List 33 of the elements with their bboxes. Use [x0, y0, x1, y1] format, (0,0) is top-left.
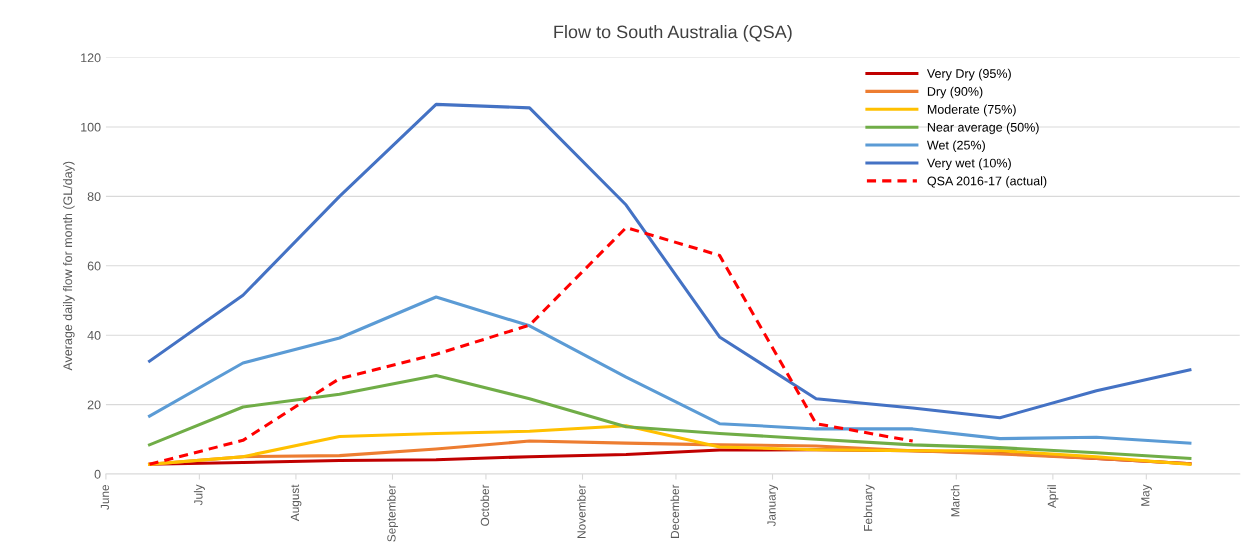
y-tick-label: 120 [81, 53, 101, 63]
line-series [147, 373, 1192, 460]
y-tick-label: 0 [94, 469, 101, 479]
legend-label: Moderate (75%) [927, 104, 1016, 117]
line-series [147, 295, 1192, 445]
legend-label: Very Dry (95%) [926, 68, 1011, 81]
x-tick-label: August [290, 484, 302, 522]
y-tick-label: 60 [87, 261, 101, 271]
legend-label: Very wet (10%) [926, 158, 1011, 170]
x-tick-label: September [386, 484, 398, 542]
y-tick-label: 40 [87, 330, 101, 340]
x-tick-label: July [193, 484, 205, 506]
x-tick-label: June [100, 484, 110, 510]
x-tick-label: March [950, 485, 960, 517]
y-tick-label: 100 [81, 122, 101, 132]
line-series [147, 226, 915, 466]
legend-label: Wet (25%) [926, 140, 985, 153]
y-tick-label: 80 [87, 192, 101, 202]
line-series [147, 424, 1192, 466]
legend-label: QSA 2016-17 (actual) [927, 176, 1047, 188]
x-tick-label: April [1047, 485, 1059, 509]
chart-title: Flow to South Australia (QSA) [554, 25, 792, 42]
legend-label: Dry (90%) [927, 86, 983, 99]
line-series [147, 102, 1192, 420]
y-tick-label: 20 [87, 400, 101, 410]
y-axis-title: Average daily flow for month (GL/day) [62, 161, 75, 371]
x-tick-label: May [1141, 484, 1152, 506]
legend-label: Near average (50%) [927, 122, 1039, 135]
x-tick-label: January [767, 484, 779, 527]
x-tick-label: February [863, 484, 875, 531]
x-tick-label: November [577, 484, 586, 538]
x-tick-label: December [670, 484, 680, 538]
x-tick-label: October [480, 484, 490, 526]
